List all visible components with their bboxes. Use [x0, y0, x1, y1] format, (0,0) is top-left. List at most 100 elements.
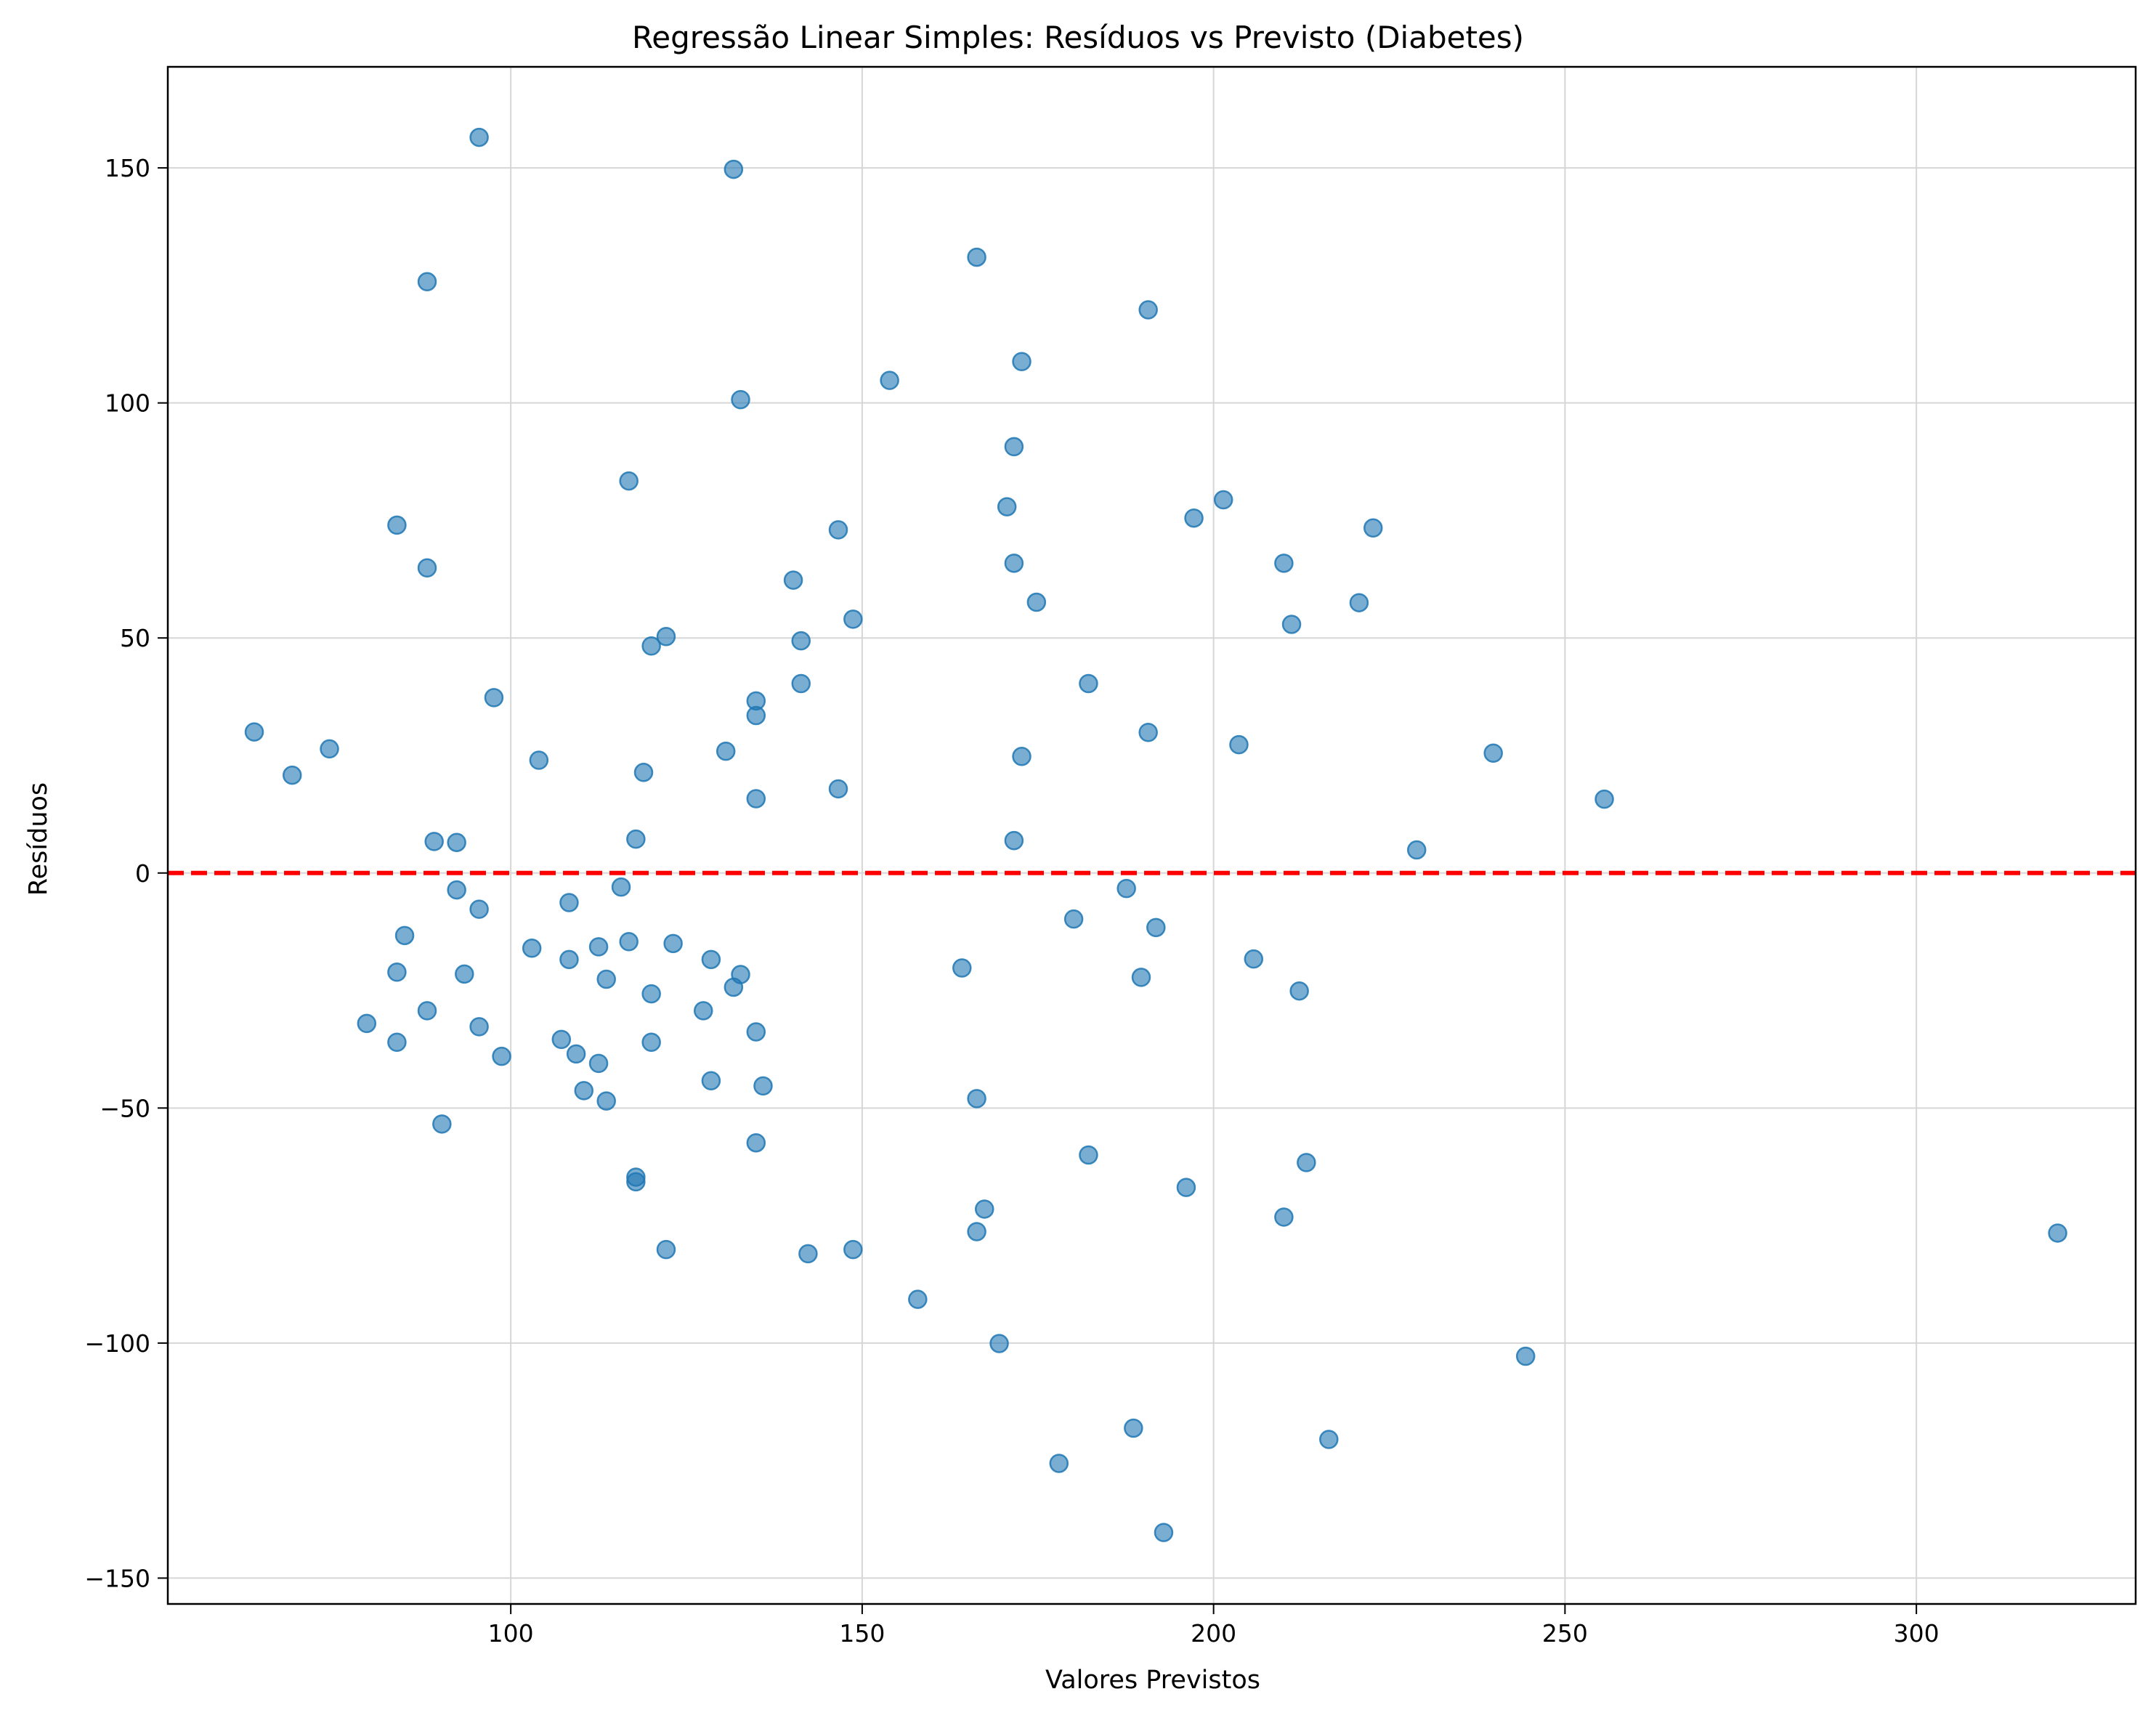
- scatter-point: [1131, 968, 1151, 987]
- scatter-point: [1004, 830, 1024, 851]
- scatter-point: [1049, 1454, 1069, 1473]
- scatter-point: [1274, 554, 1294, 573]
- scatter-point: [529, 750, 549, 770]
- x-tick-label: 200: [1191, 1619, 1236, 1648]
- scatter-point: [559, 949, 579, 970]
- scatter-point: [588, 937, 609, 957]
- scatter-point: [701, 1071, 721, 1091]
- scatter-point: [1116, 878, 1136, 899]
- scatter-point: [746, 705, 766, 726]
- scatter-point: [967, 247, 986, 267]
- scatter-point: [320, 739, 339, 759]
- y-tick-label: −100: [84, 1329, 150, 1358]
- scatter-point: [1138, 300, 1158, 320]
- scatter-point: [693, 1001, 713, 1021]
- scatter-point: [828, 520, 848, 540]
- scatter-point: [746, 789, 766, 809]
- scatter-point: [967, 1222, 986, 1241]
- y-tick-label: 0: [135, 859, 150, 888]
- data-points: [244, 127, 2067, 1542]
- scatter-point: [724, 159, 744, 179]
- scatter-point: [522, 939, 542, 958]
- scatter-point: [417, 558, 437, 578]
- scatter-point: [2048, 1223, 2067, 1243]
- x-tick-label: 250: [1542, 1619, 1588, 1648]
- plot-frame: [166, 65, 2137, 1605]
- scatter-point: [1004, 437, 1024, 457]
- y-axis-ticks: −150 −100 −50 0 50 100 150: [84, 154, 168, 1592]
- scatter-point: [424, 832, 444, 851]
- scatter-point: [843, 609, 863, 629]
- x-axis-ticks: 100 150 200 250 300: [488, 1604, 1940, 1648]
- scatter-point: [1124, 1418, 1143, 1438]
- scatter-point: [843, 1239, 863, 1260]
- x-tick-label: 100: [488, 1619, 534, 1648]
- scatter-point: [1483, 743, 1503, 763]
- scatter-point: [798, 1244, 818, 1264]
- scatter-point: [1154, 1523, 1174, 1542]
- scatter-point: [626, 829, 646, 849]
- y-tick-label: −50: [100, 1094, 150, 1122]
- scatter-point: [1004, 554, 1024, 573]
- scatter-point: [1289, 981, 1309, 1001]
- scatter-point: [967, 1089, 986, 1109]
- scatter-point: [663, 933, 683, 954]
- scatter-point: [1244, 949, 1264, 969]
- x-tick-label: 150: [839, 1619, 885, 1648]
- scatter-point: [1012, 747, 1032, 766]
- scatter-point: [731, 389, 750, 410]
- y-tick-label: −150: [84, 1564, 150, 1592]
- scatter-point: [746, 1132, 766, 1153]
- scatter-point: [791, 631, 811, 651]
- scatter-point: [791, 673, 811, 694]
- scatter-point: [952, 958, 972, 978]
- scatter-point: [447, 880, 466, 900]
- scatter-point: [908, 1289, 928, 1309]
- scatter-point: [282, 765, 302, 785]
- x-tick-label: 300: [1894, 1619, 1940, 1648]
- scatter-point: [394, 925, 415, 946]
- scatter-point: [417, 272, 437, 291]
- scatter-point: [1138, 723, 1158, 742]
- scatter-point: [551, 1029, 572, 1050]
- scatter-point: [641, 984, 661, 1004]
- scatter-point: [633, 763, 654, 782]
- y-tick-label: 150: [105, 154, 150, 182]
- scatter-point: [1063, 909, 1084, 929]
- scatter-point: [492, 1046, 511, 1066]
- scatter-point: [447, 832, 466, 852]
- y-tick-label: 50: [120, 624, 150, 652]
- scatter-point: [989, 1334, 1009, 1353]
- scatter-point: [1319, 1430, 1339, 1449]
- scatter-point: [469, 899, 489, 919]
- scatter-point: [469, 1017, 489, 1037]
- scatter-point: [244, 722, 264, 742]
- scatter-point: [357, 1013, 377, 1034]
- y-tick-label: 100: [105, 389, 150, 418]
- scatter-point: [1406, 840, 1427, 860]
- scatter-point: [387, 515, 407, 535]
- scatter-point: [455, 964, 474, 984]
- scatter-point: [1012, 352, 1032, 371]
- x-axis-label: Valores Previstos: [1045, 1666, 1260, 1695]
- scatter-point: [1515, 1346, 1536, 1366]
- scatter-point: [716, 741, 736, 761]
- scatter-point: [656, 627, 676, 647]
- scatter-point: [1349, 593, 1369, 612]
- scatter-point: [619, 471, 639, 491]
- scatter-point: [701, 949, 721, 970]
- y-axis-label: Resíduos: [24, 782, 53, 896]
- scatter-point: [387, 963, 407, 982]
- scatter-point: [611, 877, 631, 897]
- scatter-point: [731, 965, 750, 984]
- scatter-point: [1026, 592, 1047, 612]
- scatter-point: [880, 370, 899, 390]
- scatter-point: [387, 1032, 407, 1052]
- scatter-point: [997, 497, 1017, 516]
- scatter-point: [1184, 508, 1204, 528]
- scatter-point: [656, 1239, 676, 1260]
- chart-title: Regressão Linear Simples: Resíduos vs Pr…: [632, 20, 1524, 55]
- scatter-point: [641, 1032, 661, 1052]
